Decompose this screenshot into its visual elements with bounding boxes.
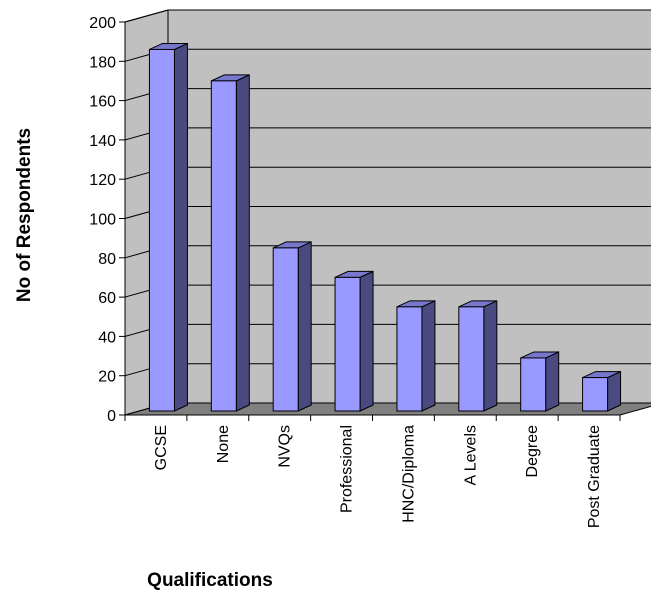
x-tick-label: Professional <box>339 425 356 513</box>
chart-floor <box>124 402 651 416</box>
x-tick-labels: GCSE None NVQs Professional HNC/Diploma A Lev… <box>153 425 603 528</box>
bar-side <box>235 74 250 412</box>
x-tick-label: Post Graduate <box>586 425 603 528</box>
bar-front <box>458 306 485 412</box>
x-axis-title: Qualifications <box>147 570 273 591</box>
chart-back-wall <box>124 9 651 416</box>
y-tick-label: 180 <box>89 54 116 71</box>
y-tick-labels: 0 20 40 60 80 100 120 140 160 180 200 <box>89 15 116 425</box>
y-tick-label: 100 <box>89 212 116 229</box>
y-tick-label: 60 <box>98 290 116 307</box>
floor <box>124 402 651 416</box>
bar-front <box>582 377 609 412</box>
y-tick-label: 160 <box>89 94 116 111</box>
bar-front <box>334 276 361 412</box>
x-tick-label: A Levels <box>462 425 479 485</box>
bar-degree <box>520 351 560 412</box>
bar-a-levels <box>458 300 498 412</box>
bar-side <box>483 300 498 412</box>
bar-side <box>173 42 188 412</box>
x-tick-label: None <box>215 425 232 463</box>
bar-side <box>607 370 622 412</box>
bar-gcse <box>148 42 188 412</box>
y-tick-label: 80 <box>98 251 116 268</box>
bar-none <box>210 74 250 412</box>
bar-front <box>148 48 175 412</box>
gridline <box>124 9 651 23</box>
bars <box>148 42 622 412</box>
y-tick-label: 0 <box>107 408 116 425</box>
axes <box>119 21 621 421</box>
bar-hnc-diploma <box>396 300 436 412</box>
y-tick-label: 200 <box>89 15 116 32</box>
x-tick-label: GCSE <box>153 425 170 470</box>
bar-front <box>520 357 547 412</box>
x-tick-label: NVQs <box>277 425 294 468</box>
bar-side <box>297 241 312 412</box>
x-tick-label: HNC/Diploma <box>400 425 417 523</box>
bar-nvqs <box>272 241 312 412</box>
y-tick-label: 20 <box>98 369 116 386</box>
bar-professional <box>334 270 374 412</box>
bar-front <box>396 306 423 412</box>
y-axis-title: No of Respondents <box>14 128 35 302</box>
x-tick-label: Degree <box>524 425 541 478</box>
y-tick-label: 40 <box>98 329 116 346</box>
bar-side <box>545 351 560 412</box>
y-tick-label: 140 <box>89 133 116 150</box>
y-tick-label: 120 <box>89 172 116 189</box>
bar-front <box>210 80 237 412</box>
bar-post-graduate <box>582 370 622 412</box>
bar-side <box>421 300 436 412</box>
bar-side <box>359 270 374 412</box>
bar-front <box>272 247 299 412</box>
